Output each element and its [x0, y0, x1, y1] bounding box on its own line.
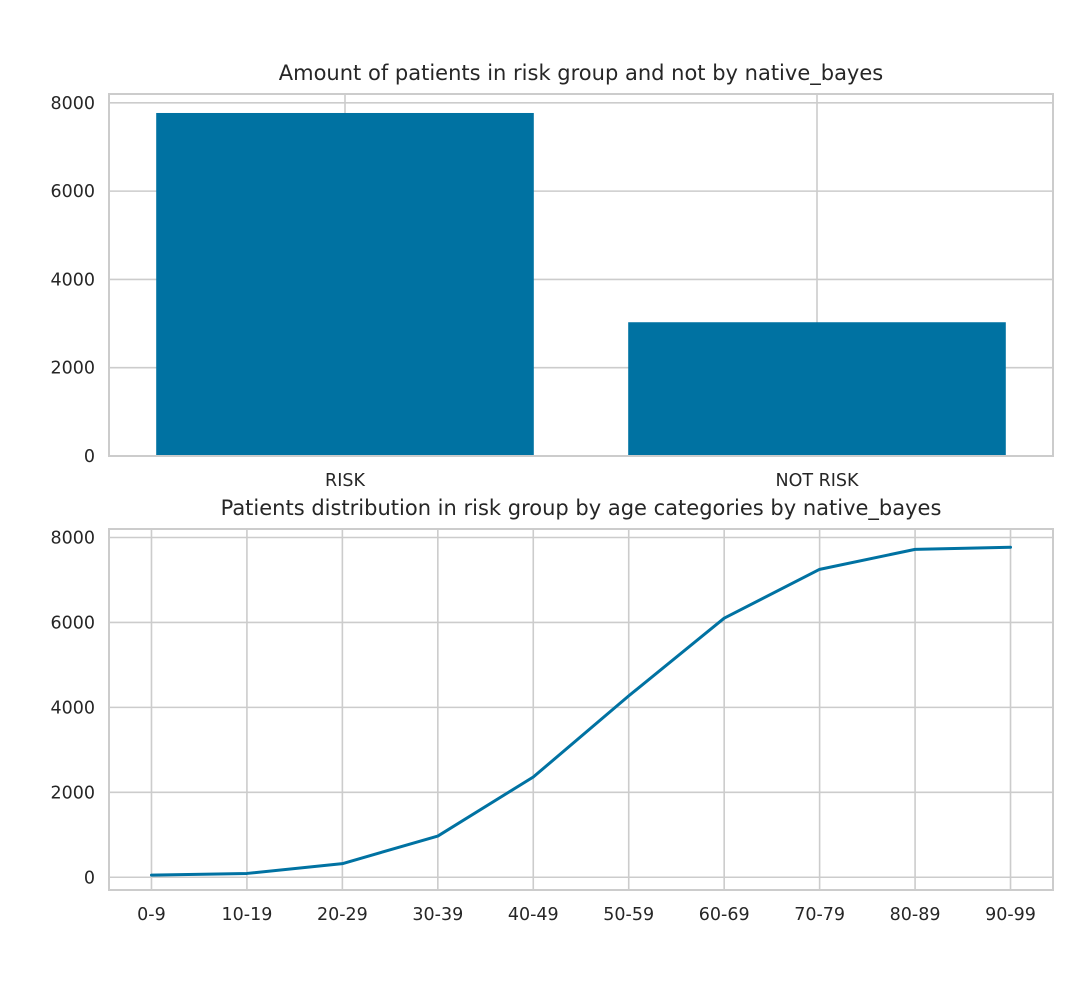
y-tick-label: 4000: [50, 698, 95, 718]
axes-frame: [108, 93, 1054, 457]
chart-title: Amount of patients in risk group and not…: [279, 61, 883, 86]
bar-risk: [156, 112, 534, 457]
x-tick-label: 80-89: [890, 905, 941, 925]
x-tick-label: 30-39: [412, 905, 463, 925]
y-tick-label: 2000: [50, 783, 95, 803]
x-tick-label: 50-59: [603, 905, 654, 925]
axes-frame: [108, 528, 1054, 891]
y-tick-label: 4000: [50, 270, 95, 290]
series-line: [149, 545, 1013, 877]
y-tick-label: 2000: [50, 359, 95, 379]
x-tick-label: 70-79: [794, 905, 845, 925]
y-tick-label: 6000: [50, 182, 95, 202]
bar-not-risk: [628, 322, 1006, 456]
risk-group-bar-chart: 0 2000 4000 6000 8000 RISK NOT RISK Amount of p…: [50, 61, 1054, 491]
y-tick-label: 6000: [50, 613, 95, 633]
x-tick-label: 0-9: [137, 905, 166, 925]
x-tick-label: 90-99: [985, 905, 1036, 925]
y-tick-label: 8000: [50, 528, 95, 548]
x-tick-label: 60-69: [699, 905, 750, 925]
age-distribution-line-chart: 0 2000 4000 6000 8000 0-9 10-19 20-29 30-39 40-49…: [50, 496, 1054, 925]
x-tick-label: NOT RISK: [775, 471, 859, 491]
x-tick-label: 10-19: [221, 905, 272, 925]
x-tick-label: RISK: [325, 471, 365, 491]
chart-title: Patients distribution in risk group by a…: [221, 496, 942, 521]
y-tick-label: 0: [84, 868, 95, 888]
y-tick-label: 8000: [50, 94, 95, 114]
x-tick-label: 20-29: [317, 905, 368, 925]
y-tick-label: 0: [84, 447, 95, 467]
x-tick-label: 40-49: [508, 905, 559, 925]
